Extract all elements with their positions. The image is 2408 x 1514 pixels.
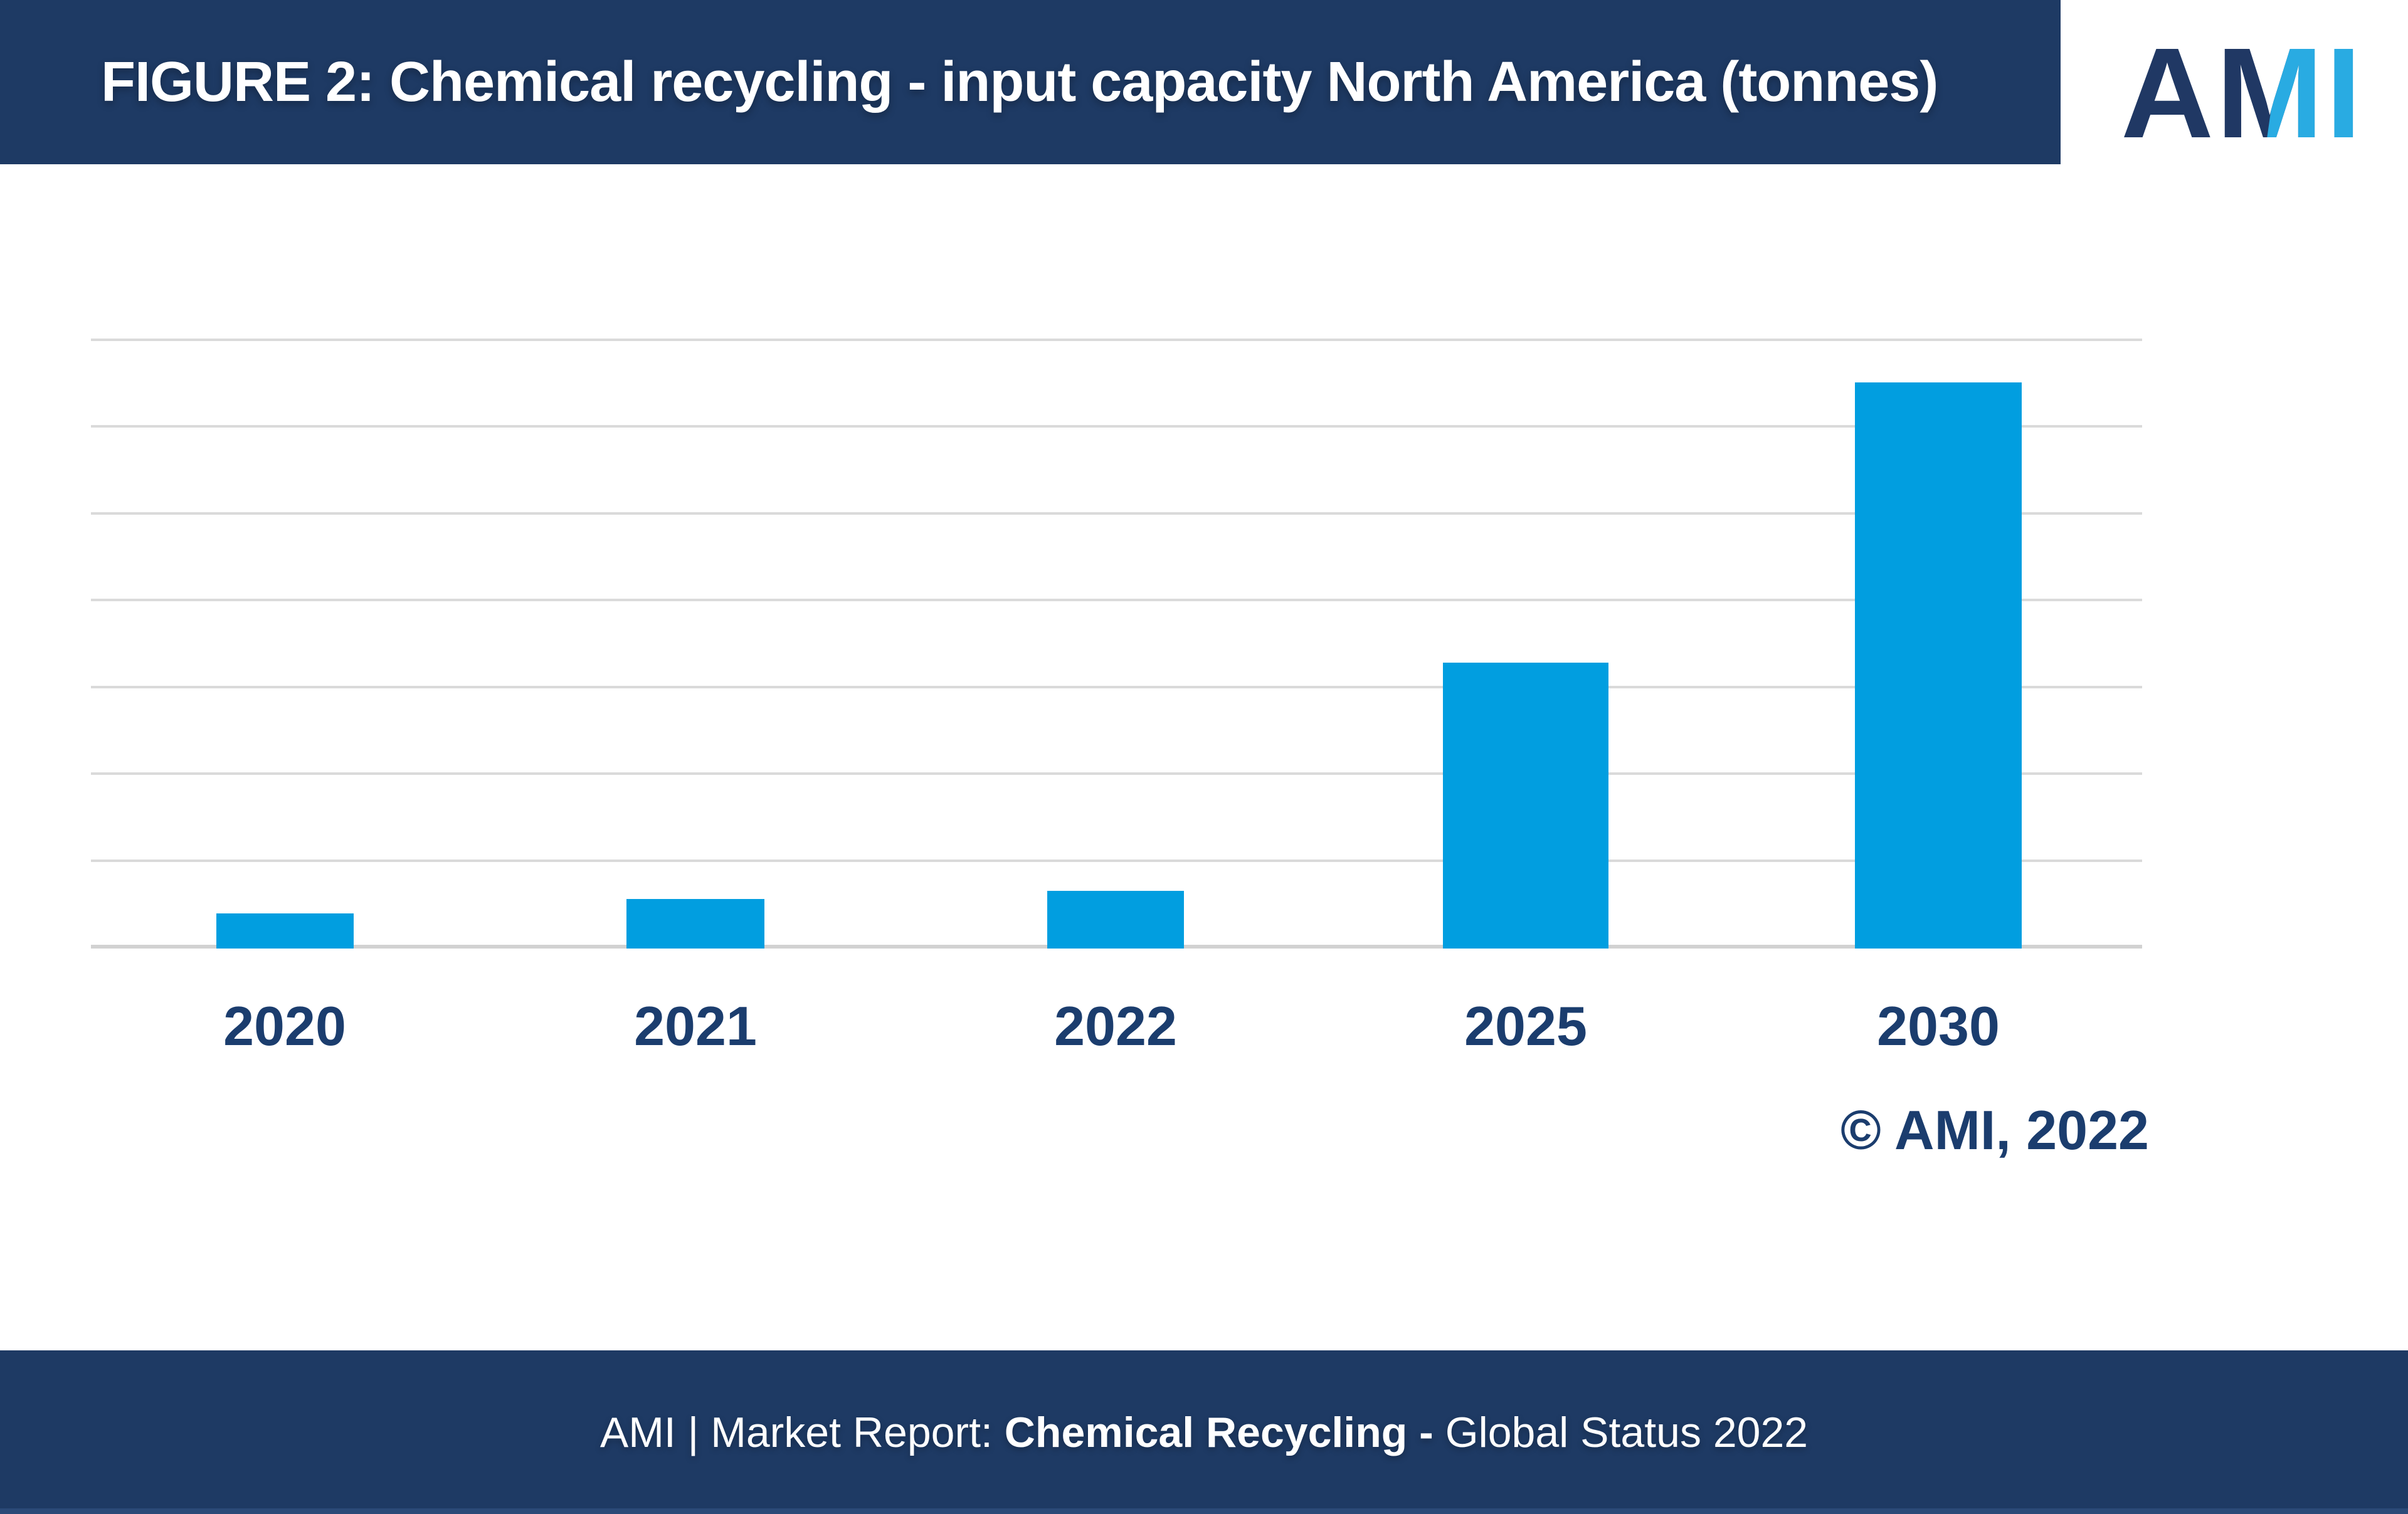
bar-2020 [216, 913, 354, 949]
logo-box: AMI AMI [2061, 0, 2408, 164]
footer-segment: Global Status 2022 [1433, 1408, 1809, 1456]
gridline [91, 425, 2142, 428]
x-axis-label-2021: 2021 [634, 995, 757, 1057]
ami-logo: AMI AMI [2121, 29, 2408, 164]
x-axis-labels: 2020 2021 2022 2025 2030 [91, 994, 2142, 1070]
gridline [91, 772, 2142, 775]
x-axis-label-2025: 2025 [1464, 995, 1587, 1057]
gridline [91, 512, 2142, 515]
gridline [91, 599, 2142, 602]
ami-logo-cyan-layer: AMI [2121, 21, 2364, 165]
gridline [91, 339, 2142, 341]
footer-accent-strip [0, 1508, 2408, 1514]
copyright-note: © AMI, 2022 [1840, 1099, 2149, 1161]
bar-2030 [1855, 382, 2022, 949]
bar-2025 [1443, 663, 1608, 949]
gridline [91, 685, 2142, 688]
footer-segment: AMI | Market Report: [599, 1408, 1005, 1456]
footer-bar: AMI | Market Report: Chemical Recycling … [0, 1350, 2408, 1514]
x-axis-label-2030: 2030 [1877, 995, 2000, 1057]
bar-chart-plot-area [91, 339, 2142, 949]
bar-2022 [1047, 891, 1184, 949]
footer-text: AMI | Market Report: Chemical Recycling … [600, 1408, 1808, 1457]
bar-2021 [626, 898, 764, 949]
figure-title: FIGURE 2: Chemical recycling - input cap… [101, 50, 1938, 113]
ami-logo-navy-layer: AMI [2121, 21, 2364, 165]
footer-segment: Chemical Recycling - [1004, 1408, 1434, 1456]
x-axis-label-2020: 2020 [223, 995, 346, 1057]
x-axis-label-2022: 2022 [1054, 995, 1177, 1057]
gridline [91, 859, 2142, 862]
header-bar: FIGURE 2: Chemical recycling - input cap… [0, 0, 2061, 164]
